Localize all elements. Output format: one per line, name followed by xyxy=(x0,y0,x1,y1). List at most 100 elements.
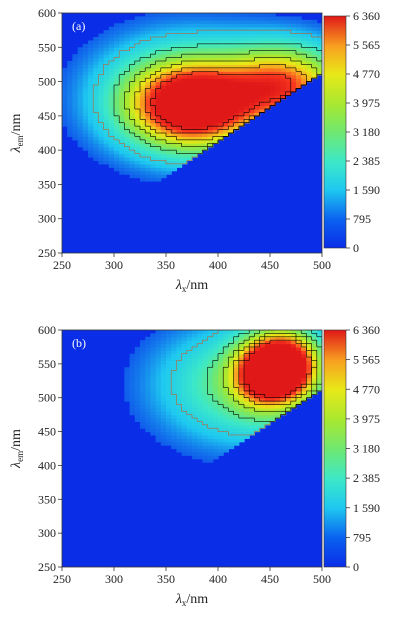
heatmap-cell xyxy=(93,40,99,45)
heatmap-cell xyxy=(150,143,157,148)
heatmap-cell xyxy=(270,54,276,59)
heatmap-cell xyxy=(249,414,255,419)
heatmap-cell xyxy=(212,43,219,48)
heatmap-cell xyxy=(134,133,141,138)
heatmap-cell xyxy=(186,421,193,426)
heatmap-cell xyxy=(228,30,235,35)
heatmap-cell xyxy=(82,126,89,131)
heatmap-cell xyxy=(197,33,203,38)
heatmap-cell xyxy=(244,54,250,59)
heatmap-cell xyxy=(228,81,235,86)
heatmap-cell xyxy=(145,414,151,419)
heatmap-cell xyxy=(181,411,188,416)
heatmap-cell xyxy=(98,74,105,79)
heatmap-cell xyxy=(88,74,94,79)
heatmap-cell xyxy=(119,85,125,90)
heatmap-cell xyxy=(192,64,198,69)
heatmap-cell xyxy=(238,91,245,96)
heatmap-cell xyxy=(280,343,287,348)
heatmap-cell xyxy=(233,353,240,358)
heatmap-cell xyxy=(176,33,183,38)
heatmap-cell xyxy=(264,387,271,392)
heatmap-cell xyxy=(192,346,198,351)
heatmap-cell xyxy=(207,380,214,385)
heatmap-cell xyxy=(72,109,79,114)
heatmap-cell xyxy=(264,350,271,355)
heatmap-cell xyxy=(244,340,250,345)
heatmap-cell xyxy=(181,340,188,345)
heatmap-cell xyxy=(181,74,188,79)
heatmap-cell xyxy=(155,109,162,114)
heatmap-cell xyxy=(238,424,245,429)
heatmap-cell xyxy=(192,336,198,341)
heatmap-cell xyxy=(233,85,240,90)
heatmap-cell xyxy=(166,390,172,395)
heatmap-cell xyxy=(218,367,224,372)
heatmap-cell xyxy=(202,126,209,131)
heatmap-cell xyxy=(202,428,209,433)
heatmap-cell xyxy=(233,401,240,406)
heatmap-cell xyxy=(197,133,203,138)
heatmap-cell xyxy=(166,387,172,392)
heatmap-cell xyxy=(254,380,261,385)
heatmap-cell xyxy=(233,394,240,399)
heatmap-cell xyxy=(176,441,183,446)
heatmap-cell xyxy=(218,411,224,416)
heatmap-cell xyxy=(176,353,183,358)
heatmap-cell xyxy=(233,33,240,38)
heatmap-cell xyxy=(98,119,105,124)
heatmap-cell xyxy=(124,119,131,124)
heatmap-cell xyxy=(285,50,292,55)
heatmap-cell xyxy=(223,414,229,419)
heatmap-cell xyxy=(238,23,245,28)
heatmap-cell xyxy=(166,88,172,93)
heatmap-cell xyxy=(171,153,177,158)
heatmap-cell xyxy=(124,33,131,38)
heatmap-cell xyxy=(316,40,322,45)
heatmap-cell xyxy=(155,163,162,168)
heatmap-cell xyxy=(140,343,146,348)
heatmap-cell xyxy=(228,122,235,127)
heatmap-cell xyxy=(228,19,235,24)
heatmap-cell xyxy=(249,404,255,409)
heatmap-cell xyxy=(155,343,162,348)
heatmap-cell xyxy=(218,360,224,365)
x-tick-label: 450 xyxy=(261,258,279,272)
heatmap-cell xyxy=(223,61,229,66)
heatmap-cell xyxy=(166,43,172,48)
heatmap-cell xyxy=(290,23,297,28)
heatmap-cell xyxy=(306,64,313,69)
heatmap-cell xyxy=(207,74,214,79)
heatmap-cell xyxy=(171,407,177,412)
heatmap-cell xyxy=(192,330,198,334)
heatmap-cell xyxy=(160,112,167,117)
heatmap-cell xyxy=(176,88,183,93)
heatmap-cell xyxy=(160,370,167,375)
heatmap-cell xyxy=(186,340,193,345)
heatmap-cell xyxy=(254,95,261,100)
heatmap-cell xyxy=(296,360,302,365)
heatmap-cell xyxy=(160,150,167,155)
heatmap-cell xyxy=(166,397,172,402)
heatmap-cell xyxy=(176,387,183,392)
heatmap-cell xyxy=(301,67,307,72)
heatmap-cell xyxy=(228,112,235,117)
heatmap-cell xyxy=(197,146,203,151)
heatmap-cell xyxy=(82,57,89,62)
heatmap-cell xyxy=(98,98,105,103)
heatmap-cell xyxy=(186,54,193,59)
heatmap-cell xyxy=(171,340,177,345)
heatmap-cell xyxy=(181,98,188,103)
heatmap-cell xyxy=(181,384,188,389)
heatmap-cell xyxy=(192,88,198,93)
heatmap-cell xyxy=(270,350,276,355)
heatmap-cell xyxy=(254,43,261,48)
heatmap-cell xyxy=(228,367,235,372)
heatmap-cell xyxy=(155,150,162,155)
heatmap-cell xyxy=(212,126,219,131)
heatmap-cell xyxy=(171,81,177,86)
heatmap-cell xyxy=(296,19,302,24)
heatmap-cell xyxy=(202,455,209,460)
heatmap-cell xyxy=(155,431,162,436)
heatmap-cell xyxy=(155,40,162,45)
